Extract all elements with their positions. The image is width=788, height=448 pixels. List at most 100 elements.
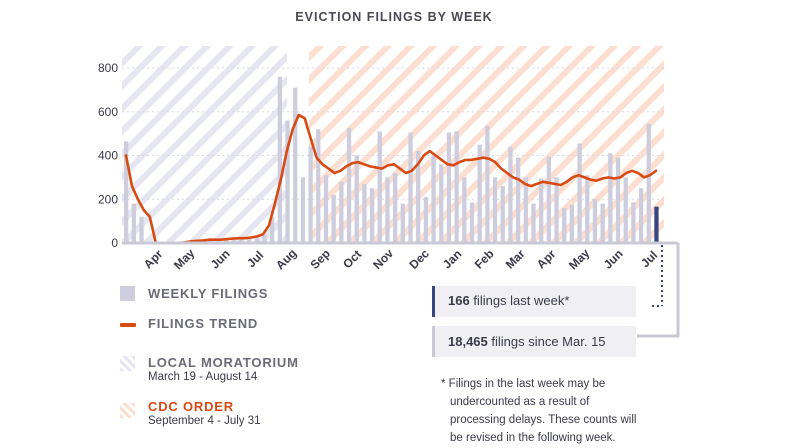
x-month-label: Jul xyxy=(244,248,266,270)
bar xyxy=(385,177,390,243)
bar xyxy=(239,238,244,243)
bar xyxy=(646,123,651,243)
x-month-label: Jun xyxy=(601,247,626,272)
bar xyxy=(124,141,129,243)
bar xyxy=(231,239,236,243)
x-month-label: Mar xyxy=(503,246,528,271)
x-month-label: Nov xyxy=(370,246,396,272)
footnote-line-3: processing delays. These counts will xyxy=(450,414,637,426)
x-month-label: Apr xyxy=(141,247,166,272)
bar xyxy=(293,87,298,243)
bar xyxy=(362,183,367,243)
x-month-label: Feb xyxy=(472,247,497,272)
bar xyxy=(308,146,313,243)
stat-since-value: 18,465 xyxy=(448,334,488,349)
bar xyxy=(523,177,528,243)
bar xyxy=(569,204,575,243)
bar xyxy=(270,216,275,243)
x-month-label: May xyxy=(566,246,593,273)
bar xyxy=(454,131,459,243)
bar xyxy=(515,157,521,243)
bar xyxy=(577,143,582,243)
bar xyxy=(431,155,436,243)
y-tick-label: 800 xyxy=(98,61,118,75)
x-month-label: Sep xyxy=(307,246,332,271)
bar xyxy=(246,237,252,243)
y-tick-label: 600 xyxy=(98,105,118,119)
bar xyxy=(615,157,621,243)
bar xyxy=(508,146,513,243)
bar xyxy=(608,153,613,243)
legend-label-local-moratorium: LOCAL MORATORIUM xyxy=(148,355,299,370)
footnote-line-1: * Filings in the last week may be xyxy=(441,378,606,390)
x-month-label: Jan xyxy=(440,247,465,272)
bar xyxy=(462,177,467,243)
bar xyxy=(539,178,544,243)
bar xyxy=(285,120,290,243)
y-tick-label: 0 xyxy=(111,236,118,250)
bar xyxy=(216,239,221,243)
bar xyxy=(400,203,405,243)
stat-last-week-value: 166 xyxy=(448,293,470,308)
stat-last-week: 166 filings last week* xyxy=(432,286,636,317)
bar xyxy=(554,177,559,243)
legend-swatch-bars xyxy=(120,286,135,301)
bar xyxy=(485,125,490,243)
stat-since: 18,465 filings since Mar. 15 xyxy=(432,326,636,357)
moratorium-region xyxy=(122,46,287,243)
bar xyxy=(346,128,352,243)
bar xyxy=(546,156,551,243)
bar xyxy=(592,199,598,243)
bar xyxy=(585,175,590,243)
x-month-label: May xyxy=(171,246,198,273)
bar xyxy=(654,206,659,243)
y-tick-label: 400 xyxy=(98,149,118,163)
x-month-label: Dec xyxy=(406,246,432,272)
connector-total xyxy=(637,243,680,338)
legend-label-filings-trend: FILINGS TREND xyxy=(148,316,259,331)
bar xyxy=(300,177,306,243)
bar xyxy=(423,197,429,243)
y-tick-label: 200 xyxy=(98,192,118,206)
bar xyxy=(139,216,144,243)
bar xyxy=(331,194,336,243)
bar xyxy=(623,177,628,243)
stat-last-week-text: filings last week* xyxy=(469,293,570,308)
bar xyxy=(393,173,398,243)
bar xyxy=(277,76,282,243)
bar xyxy=(446,132,452,243)
bar xyxy=(323,175,329,243)
chart-title: EVICTION FILINGS BY WEEK xyxy=(295,10,493,24)
legend-swatch-cdc xyxy=(120,403,135,418)
bar xyxy=(492,177,498,243)
bar xyxy=(354,155,359,243)
bar xyxy=(131,203,136,243)
bar xyxy=(439,164,444,243)
bar xyxy=(500,186,505,243)
footnote: * Filings in the last week may be underc… xyxy=(441,375,671,447)
x-month-label: Jul xyxy=(638,248,660,270)
bar xyxy=(600,203,605,243)
bar xyxy=(477,144,482,243)
x-month-label: Aug xyxy=(273,246,299,272)
footnote-line-2: undercounted as a result of xyxy=(450,396,590,408)
x-month-label: Jun xyxy=(208,247,233,272)
legend-dates-local-moratorium: March 19 - August 14 xyxy=(148,371,258,383)
bar xyxy=(408,132,413,243)
x-month-label: Oct xyxy=(340,247,364,271)
legend-swatch-moratorium xyxy=(120,356,135,371)
bar xyxy=(469,202,475,243)
bar xyxy=(254,236,259,243)
footnote-line-4: be revised in the following week. xyxy=(450,432,616,444)
bar xyxy=(369,188,375,243)
bar xyxy=(377,131,382,243)
bar xyxy=(316,129,321,243)
bar xyxy=(638,188,644,243)
legend-label-weekly-filings: WEEKLY FILINGS xyxy=(148,286,269,301)
bar xyxy=(223,239,229,243)
trend-line xyxy=(124,113,658,245)
bar xyxy=(262,235,267,243)
legend-swatch-trend xyxy=(120,323,136,327)
x-month-label: Apr xyxy=(534,247,559,272)
